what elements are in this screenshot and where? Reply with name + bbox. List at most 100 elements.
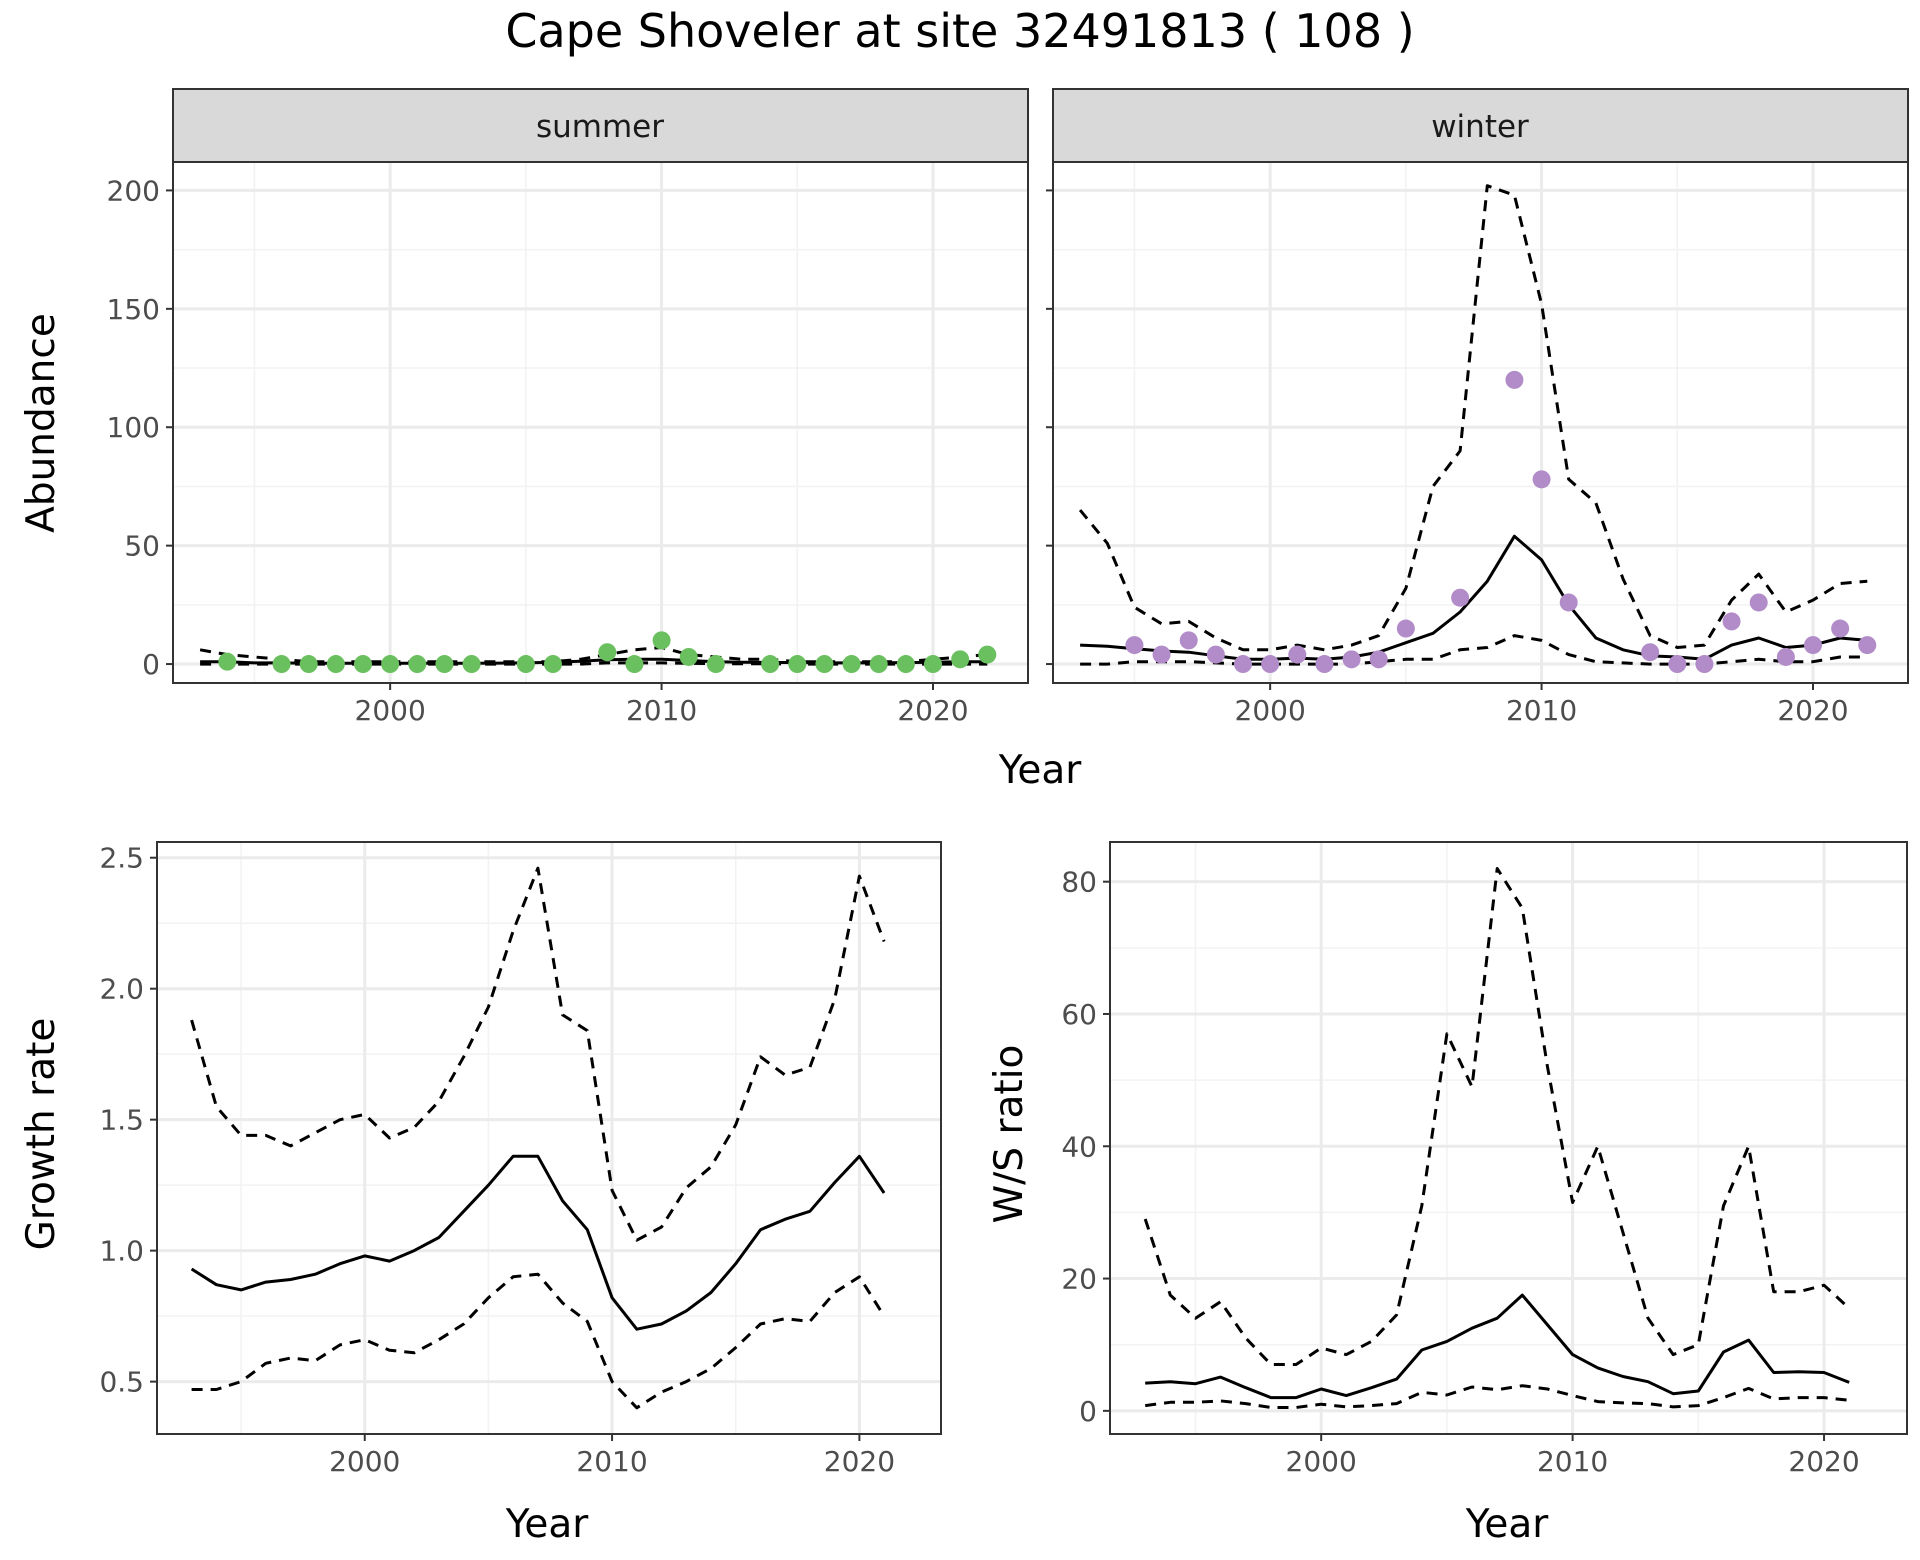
plot-area-winter: 2000 2010 2020 xyxy=(1046,161,1909,727)
strip-label-winter: winter xyxy=(1431,109,1529,145)
data-point xyxy=(1451,588,1470,607)
y-tick-label: 1.0 xyxy=(99,1235,144,1268)
y-tick-label: 2.0 xyxy=(99,973,144,1006)
strip-background-winter xyxy=(1052,88,1909,163)
top-x-axis-title: Year xyxy=(998,748,1083,793)
x-tick-label: 2010 xyxy=(1537,1445,1608,1478)
data-point xyxy=(1288,645,1307,664)
x-tick-label: 2020 xyxy=(1788,1445,1859,1478)
growth-x-axis-title: Year xyxy=(505,1502,590,1547)
figure-title: Cape Shoveler at site 32491813 ( 108 ) xyxy=(505,4,1415,58)
y-tick-label: 0.5 xyxy=(99,1366,144,1399)
panel-summer: summer 2000 2010 2020 0 50 100 150 200 xyxy=(107,88,1029,727)
data-point xyxy=(706,655,725,674)
data-point xyxy=(1396,619,1415,638)
plot-area-summer: 2000 2010 2020 0 50 100 150 200 xyxy=(107,161,1029,727)
x-tick-label: 2000 xyxy=(1286,1445,1357,1478)
data-point xyxy=(462,655,481,674)
data-point xyxy=(218,652,237,671)
data-point xyxy=(1234,655,1252,674)
data-point xyxy=(598,643,617,662)
ratio-x-axis-title: Year xyxy=(1465,1502,1550,1547)
x-tick-label: 2010 xyxy=(576,1445,647,1478)
data-point xyxy=(951,650,970,669)
y-tick-label: 2.5 xyxy=(99,842,144,875)
series-line-fitted xyxy=(190,1154,886,1331)
data-point xyxy=(679,647,698,666)
data-point xyxy=(272,655,291,674)
data-point xyxy=(1505,370,1524,389)
data-point xyxy=(1722,612,1741,631)
data-point xyxy=(625,655,644,674)
x-tick-label: 2010 xyxy=(626,694,697,727)
data-point xyxy=(896,655,915,674)
panel-winter: winter 2000 2010 2020 xyxy=(1046,88,1909,727)
data-point xyxy=(815,655,834,674)
panel-border xyxy=(1052,161,1909,684)
strip-background-summer xyxy=(172,88,1029,163)
panel-border xyxy=(1109,841,1908,1435)
data-point xyxy=(1776,647,1795,666)
data-point xyxy=(1641,643,1660,662)
growth-rate-y-axis-title: Growth rate xyxy=(19,1018,64,1251)
data-point xyxy=(516,655,535,674)
y-tick-label: 0 xyxy=(142,648,160,681)
data-point xyxy=(1206,645,1225,664)
panel-border xyxy=(172,161,1029,684)
data-point xyxy=(1532,470,1551,489)
panel-ws-ratio: 2000 2010 2020 0 20 40 60 80 xyxy=(1061,841,1908,1478)
data-point xyxy=(326,655,345,674)
series-line-upper xyxy=(1143,867,1851,1366)
data-point xyxy=(1369,650,1388,669)
y-tick-label: 60 xyxy=(1061,998,1097,1031)
data-point xyxy=(761,655,780,674)
data-point xyxy=(435,655,454,674)
data-point xyxy=(299,655,318,674)
data-point xyxy=(1858,636,1877,655)
data-point xyxy=(1831,619,1850,638)
x-tick-label: 2020 xyxy=(897,694,968,727)
y-tick-label: 40 xyxy=(1061,1130,1097,1163)
series-line-lower xyxy=(191,1272,886,1410)
data-point xyxy=(1152,645,1171,664)
y-tick-label: 150 xyxy=(107,293,160,326)
x-tick-label: 2000 xyxy=(1235,694,1306,727)
data-point xyxy=(842,655,861,674)
y-tick-label: 1.5 xyxy=(99,1104,144,1137)
data-point xyxy=(1315,655,1334,674)
strip-label-summer: summer xyxy=(536,109,664,145)
panel-background xyxy=(173,162,1028,683)
y-tick-label: 100 xyxy=(107,411,160,444)
panel-background xyxy=(1110,842,1907,1434)
y-tick-label: 20 xyxy=(1061,1263,1097,1296)
series-line-upper xyxy=(190,866,886,1242)
panel-growth-rate: 2000 2010 2020 0.5 1.0 1.5 2.0 2.5 xyxy=(99,841,942,1478)
data-point xyxy=(354,655,372,674)
y-tick-label: 80 xyxy=(1061,866,1097,899)
series-line-upper xyxy=(1078,184,1868,652)
series-line-fitted xyxy=(1145,1293,1850,1400)
y-tick-label: 200 xyxy=(107,174,160,207)
series-line-lower xyxy=(1145,1384,1850,1409)
data-point xyxy=(1179,631,1198,650)
data-point xyxy=(978,645,997,664)
data-point xyxy=(1804,636,1822,655)
plot-area-ws-ratio: 2000 2010 2020 0 20 40 60 80 xyxy=(1061,841,1908,1478)
data-point xyxy=(924,655,942,674)
x-tick-label: 2020 xyxy=(1777,694,1848,727)
x-tick-label: 2000 xyxy=(355,694,426,727)
data-point xyxy=(1125,636,1144,655)
data-point xyxy=(1559,593,1578,612)
data-point xyxy=(788,655,807,674)
data-point xyxy=(381,655,400,674)
data-point xyxy=(869,655,888,674)
x-tick-label: 2000 xyxy=(329,1445,400,1478)
data-point xyxy=(1749,593,1768,612)
ws-ratio-y-axis-title: W/S ratio xyxy=(987,1045,1032,1224)
data-point xyxy=(544,655,562,674)
data-point xyxy=(408,655,427,674)
y-tick-label: 50 xyxy=(124,530,160,563)
abundance-y-axis-title: Abundance xyxy=(19,313,64,533)
